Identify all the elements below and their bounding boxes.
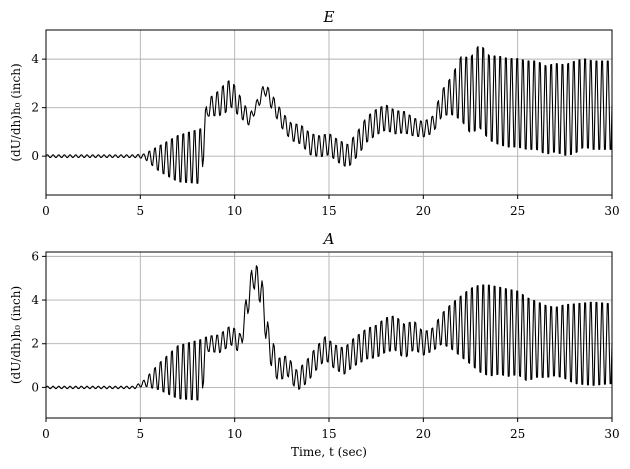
x-tick-label: 0 [42,204,50,218]
x-tick-label: 0 [42,427,50,441]
y-axis-label: (dU/dh)h₀ (inch) [9,286,23,384]
x-tick-label: 25 [510,204,525,218]
x-tick-label: 20 [416,204,431,218]
chart-title: A [322,230,335,248]
y-tick-label: 0 [31,149,39,163]
x-tick-label: 25 [510,427,525,441]
series-line [45,46,613,184]
x-tick-label: 30 [604,204,619,218]
chart-panel-A: 0 5 10 15 20 25 30 0 2 4 6 A (dU/dh)h₀ (inch) Time, t… [9,230,620,459]
y-tick-label: 2 [31,337,39,351]
y-tick-label: 0 [31,380,39,394]
x-tick-label: 5 [137,427,145,441]
x-tick-label: 5 [137,204,145,218]
x-tick-label: 30 [604,427,619,441]
x-axis-label: Time, t (sec) [291,445,367,459]
x-tick-label: 10 [227,204,242,218]
y-tick-label: 6 [31,249,39,263]
x-tick-label: 15 [321,427,336,441]
y-tick-label: 4 [31,52,39,66]
chart-title: E [323,8,335,26]
y-tick-label: 2 [31,101,39,115]
chart-panel-E: 0 5 10 15 20 25 30 0 2 4 E (dU/dh)h₀ (inch) [9,8,620,218]
y-tick-label: 4 [31,293,39,307]
x-tick-label: 10 [227,427,242,441]
series-line [45,265,613,401]
x-tick-label: 20 [416,427,431,441]
x-tick-label: 15 [321,204,336,218]
y-axis-label: (dU/dh)h₀ (inch) [9,63,23,161]
